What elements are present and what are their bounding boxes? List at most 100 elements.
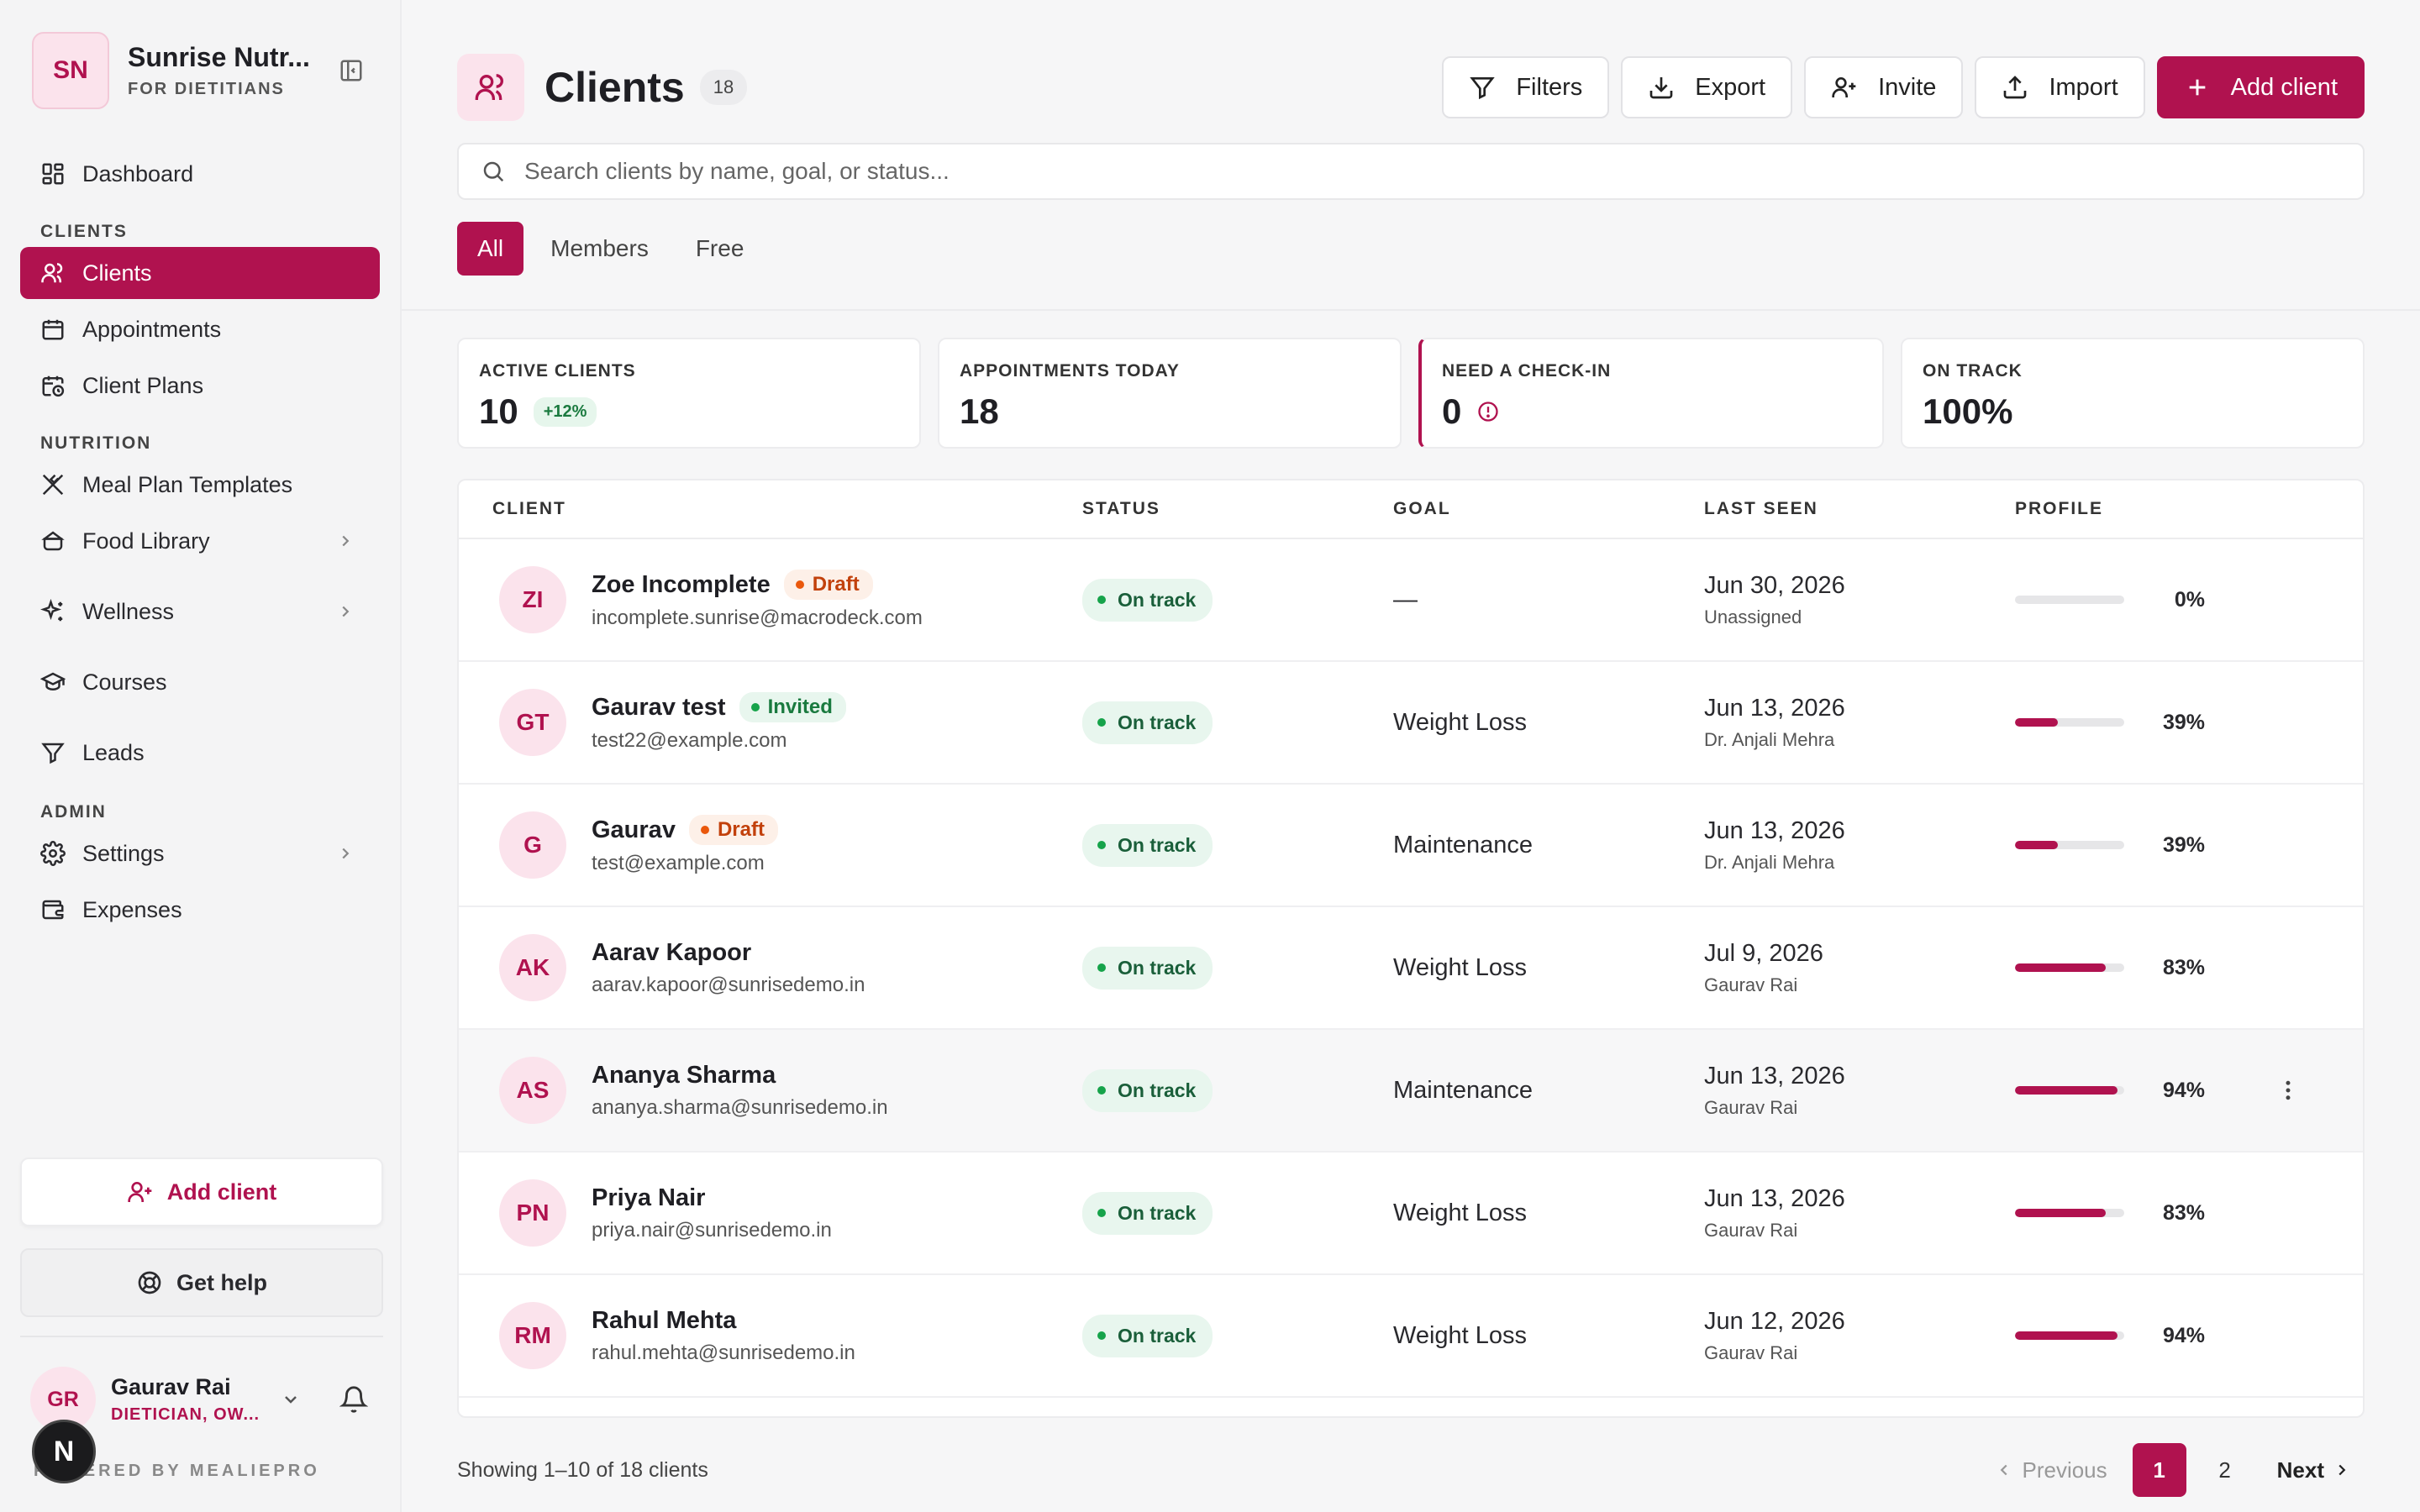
next-page-button[interactable]: Next xyxy=(2264,1457,2365,1483)
stat-label: ACTIVE CLIENTS xyxy=(479,361,636,381)
client-avatar[interactable]: AS xyxy=(499,1057,566,1124)
status-cell: On track xyxy=(1082,1314,1393,1357)
import-button[interactable]: Import xyxy=(1975,56,2145,118)
profile-percent: 83% xyxy=(2162,955,2205,979)
client-name[interactable]: Priya Nair xyxy=(592,1184,706,1211)
filters-label: Filters xyxy=(1516,73,1583,101)
column-header-last-seen[interactable]: LAST SEEN xyxy=(1704,499,1818,518)
client-name[interactable]: Rahul Mehta xyxy=(592,1306,737,1334)
add-client-button[interactable]: Add client xyxy=(2156,56,2365,118)
sidebar-item-label: Clients xyxy=(82,260,152,286)
get-help-button[interactable]: Get help xyxy=(20,1248,383,1317)
stats-row: ACTIVE CLIENTS 10 +12% APPOINTMENTS TODA… xyxy=(457,338,2365,449)
sidebar-item-settings[interactable]: Settings xyxy=(20,827,380,879)
table-row[interactable]: AS Ananya Sharma ananya.sharma@sunrisedemo… xyxy=(459,1030,2363,1152)
sidebar-item-label: Food Library xyxy=(82,528,210,554)
profile-progress-fill xyxy=(2015,841,2058,849)
table-row[interactable]: ZI Zoe Incomplete Draft incomplete.sunrise@… xyxy=(459,539,2363,662)
table-row[interactable]: PN Priya Nair priya.nair@sunrisedemo.in On … xyxy=(459,1152,2363,1275)
tab-all[interactable]: All xyxy=(457,222,524,276)
client-cell: AK Aarav Kapoor aarav.kapoor@sunrisedemo.i… xyxy=(459,934,1082,1001)
client-avatar[interactable]: PN xyxy=(499,1179,566,1247)
status-badge: On track xyxy=(1082,1068,1213,1112)
export-button[interactable]: Export xyxy=(1621,56,1793,118)
last-seen-cell: Jun 13, 2026 Gaurav Rai xyxy=(1704,1185,2015,1242)
sidebar-item-label: Leads xyxy=(82,739,145,765)
badge-label: Draft xyxy=(717,818,765,841)
stat-value: 18 xyxy=(960,391,999,431)
sidebar-add-client-button[interactable]: Add client xyxy=(20,1158,383,1226)
brand-avatar[interactable]: SN xyxy=(32,32,109,109)
sidebar-item-dashboard[interactable]: Dashboard xyxy=(20,148,380,200)
status-cell: On track xyxy=(1082,946,1393,990)
sidebar-item-label: Meal Plan Templates xyxy=(82,471,293,497)
sidebar-item-courses[interactable]: Courses xyxy=(20,656,380,708)
table-row[interactable]: G Gaurav Draft test@example.com On track Main… xyxy=(459,785,2363,907)
tab-free[interactable]: Free xyxy=(695,235,744,261)
profile-percent: 83% xyxy=(2162,1200,2205,1225)
user-menu[interactable]: GR Gaurav Rai DIETICIAN, OW... xyxy=(30,1366,383,1433)
column-header-goal[interactable]: GOAL xyxy=(1393,499,1451,518)
column-header-status[interactable]: STATUS xyxy=(1082,499,1160,518)
sidebar-item-expenses[interactable]: Expenses xyxy=(20,884,380,936)
client-name[interactable]: Zoe Incomplete xyxy=(592,570,771,598)
sidebar: SN Sunrise Nutr... FOR DIETITIANS Dashbo… xyxy=(0,0,402,1512)
status-badge: On track xyxy=(1082,1191,1213,1235)
client-name[interactable]: Gaurav xyxy=(592,816,676,843)
client-avatar[interactable]: RM xyxy=(499,1302,566,1369)
client-name[interactable]: Ananya Sharma xyxy=(592,1061,776,1089)
last-seen-cell: Jun 13, 2026 Dr. Anjali Mehra xyxy=(1704,695,2015,751)
filters-button[interactable]: Filters xyxy=(1442,56,1610,118)
client-name[interactable]: Gaurav test xyxy=(592,693,726,721)
client-cell: AS Ananya Sharma ananya.sharma@sunrisedemo… xyxy=(459,1057,1082,1124)
sidebar-collapse-icon[interactable] xyxy=(334,54,368,87)
bell-icon[interactable] xyxy=(339,1385,368,1414)
client-count-badge: 18 xyxy=(699,70,748,105)
client-avatar[interactable]: G xyxy=(499,811,566,879)
sidebar-item-label: Courses xyxy=(82,669,167,695)
nav-section-clients: CLIENTS xyxy=(40,222,128,241)
search-bar[interactable] xyxy=(457,143,2365,200)
page-1-button[interactable]: 1 xyxy=(2132,1443,2186,1497)
invite-button[interactable]: Invite xyxy=(1804,56,1964,118)
previous-page-button[interactable]: Previous xyxy=(1981,1457,2120,1483)
sidebar-item-label: Appointments xyxy=(82,316,222,342)
status-badge: On track xyxy=(1082,946,1213,990)
sidebar-item-appointments[interactable]: Appointments xyxy=(20,303,380,355)
search-input[interactable] xyxy=(524,158,2121,185)
sidebar-item-meal-plan-templates[interactable]: Meal Plan Templates xyxy=(20,459,380,511)
table-row[interactable]: AK Aarav Kapoor aarav.kapoor@sunrisedemo.i… xyxy=(459,907,2363,1030)
sidebar-item-food-library[interactable]: Food Library xyxy=(20,515,380,567)
client-name[interactable]: Aarav Kapoor xyxy=(592,938,752,966)
client-avatar[interactable]: GT xyxy=(499,689,566,756)
graduation-cap-icon xyxy=(40,672,66,691)
sidebar-item-leads[interactable]: Leads xyxy=(20,727,380,779)
dev-tools-badge[interactable]: N xyxy=(32,1420,96,1483)
sidebar-item-label: Client Plans xyxy=(82,372,204,398)
client-avatar[interactable]: AK xyxy=(499,934,566,1001)
chevron-down-icon[interactable] xyxy=(281,1389,301,1410)
tab-members[interactable]: Members xyxy=(550,235,649,261)
download-icon xyxy=(1649,77,1673,99)
brand-name[interactable]: Sunrise Nutr... xyxy=(128,42,310,72)
chevron-right-icon xyxy=(342,848,350,859)
life-buoy-icon xyxy=(138,1271,161,1294)
client-tabs: All Members Free xyxy=(457,222,764,276)
more-vertical-icon[interactable] xyxy=(2275,1074,2301,1107)
client-cell: G Gaurav Draft test@example.com xyxy=(459,811,1082,879)
upload-icon xyxy=(2004,76,2027,99)
sidebar-item-clients[interactable]: Clients xyxy=(20,247,380,299)
page-2-button[interactable]: 2 xyxy=(2218,1457,2231,1483)
column-header-client[interactable]: CLIENT xyxy=(492,499,566,518)
column-header-profile[interactable]: PROFILE xyxy=(2015,499,2104,518)
client-cell: GT Gaurav test Invited test22@example.com xyxy=(459,689,1082,756)
chevron-right-icon xyxy=(342,535,350,547)
stat-value: 0 xyxy=(1442,391,1462,431)
profile-progress-fill xyxy=(2015,1086,2118,1095)
table-row[interactable]: RM Rahul Mehta rahul.mehta@sunrisedemo.in O… xyxy=(459,1275,2363,1398)
sparkles-icon xyxy=(40,599,63,622)
sidebar-item-client-plans[interactable]: Client Plans xyxy=(20,360,380,412)
client-avatar[interactable]: ZI xyxy=(499,566,566,633)
sidebar-item-wellness[interactable]: Wellness xyxy=(20,585,380,638)
table-row[interactable]: GT Gaurav test Invited test22@example.com On… xyxy=(459,662,2363,785)
